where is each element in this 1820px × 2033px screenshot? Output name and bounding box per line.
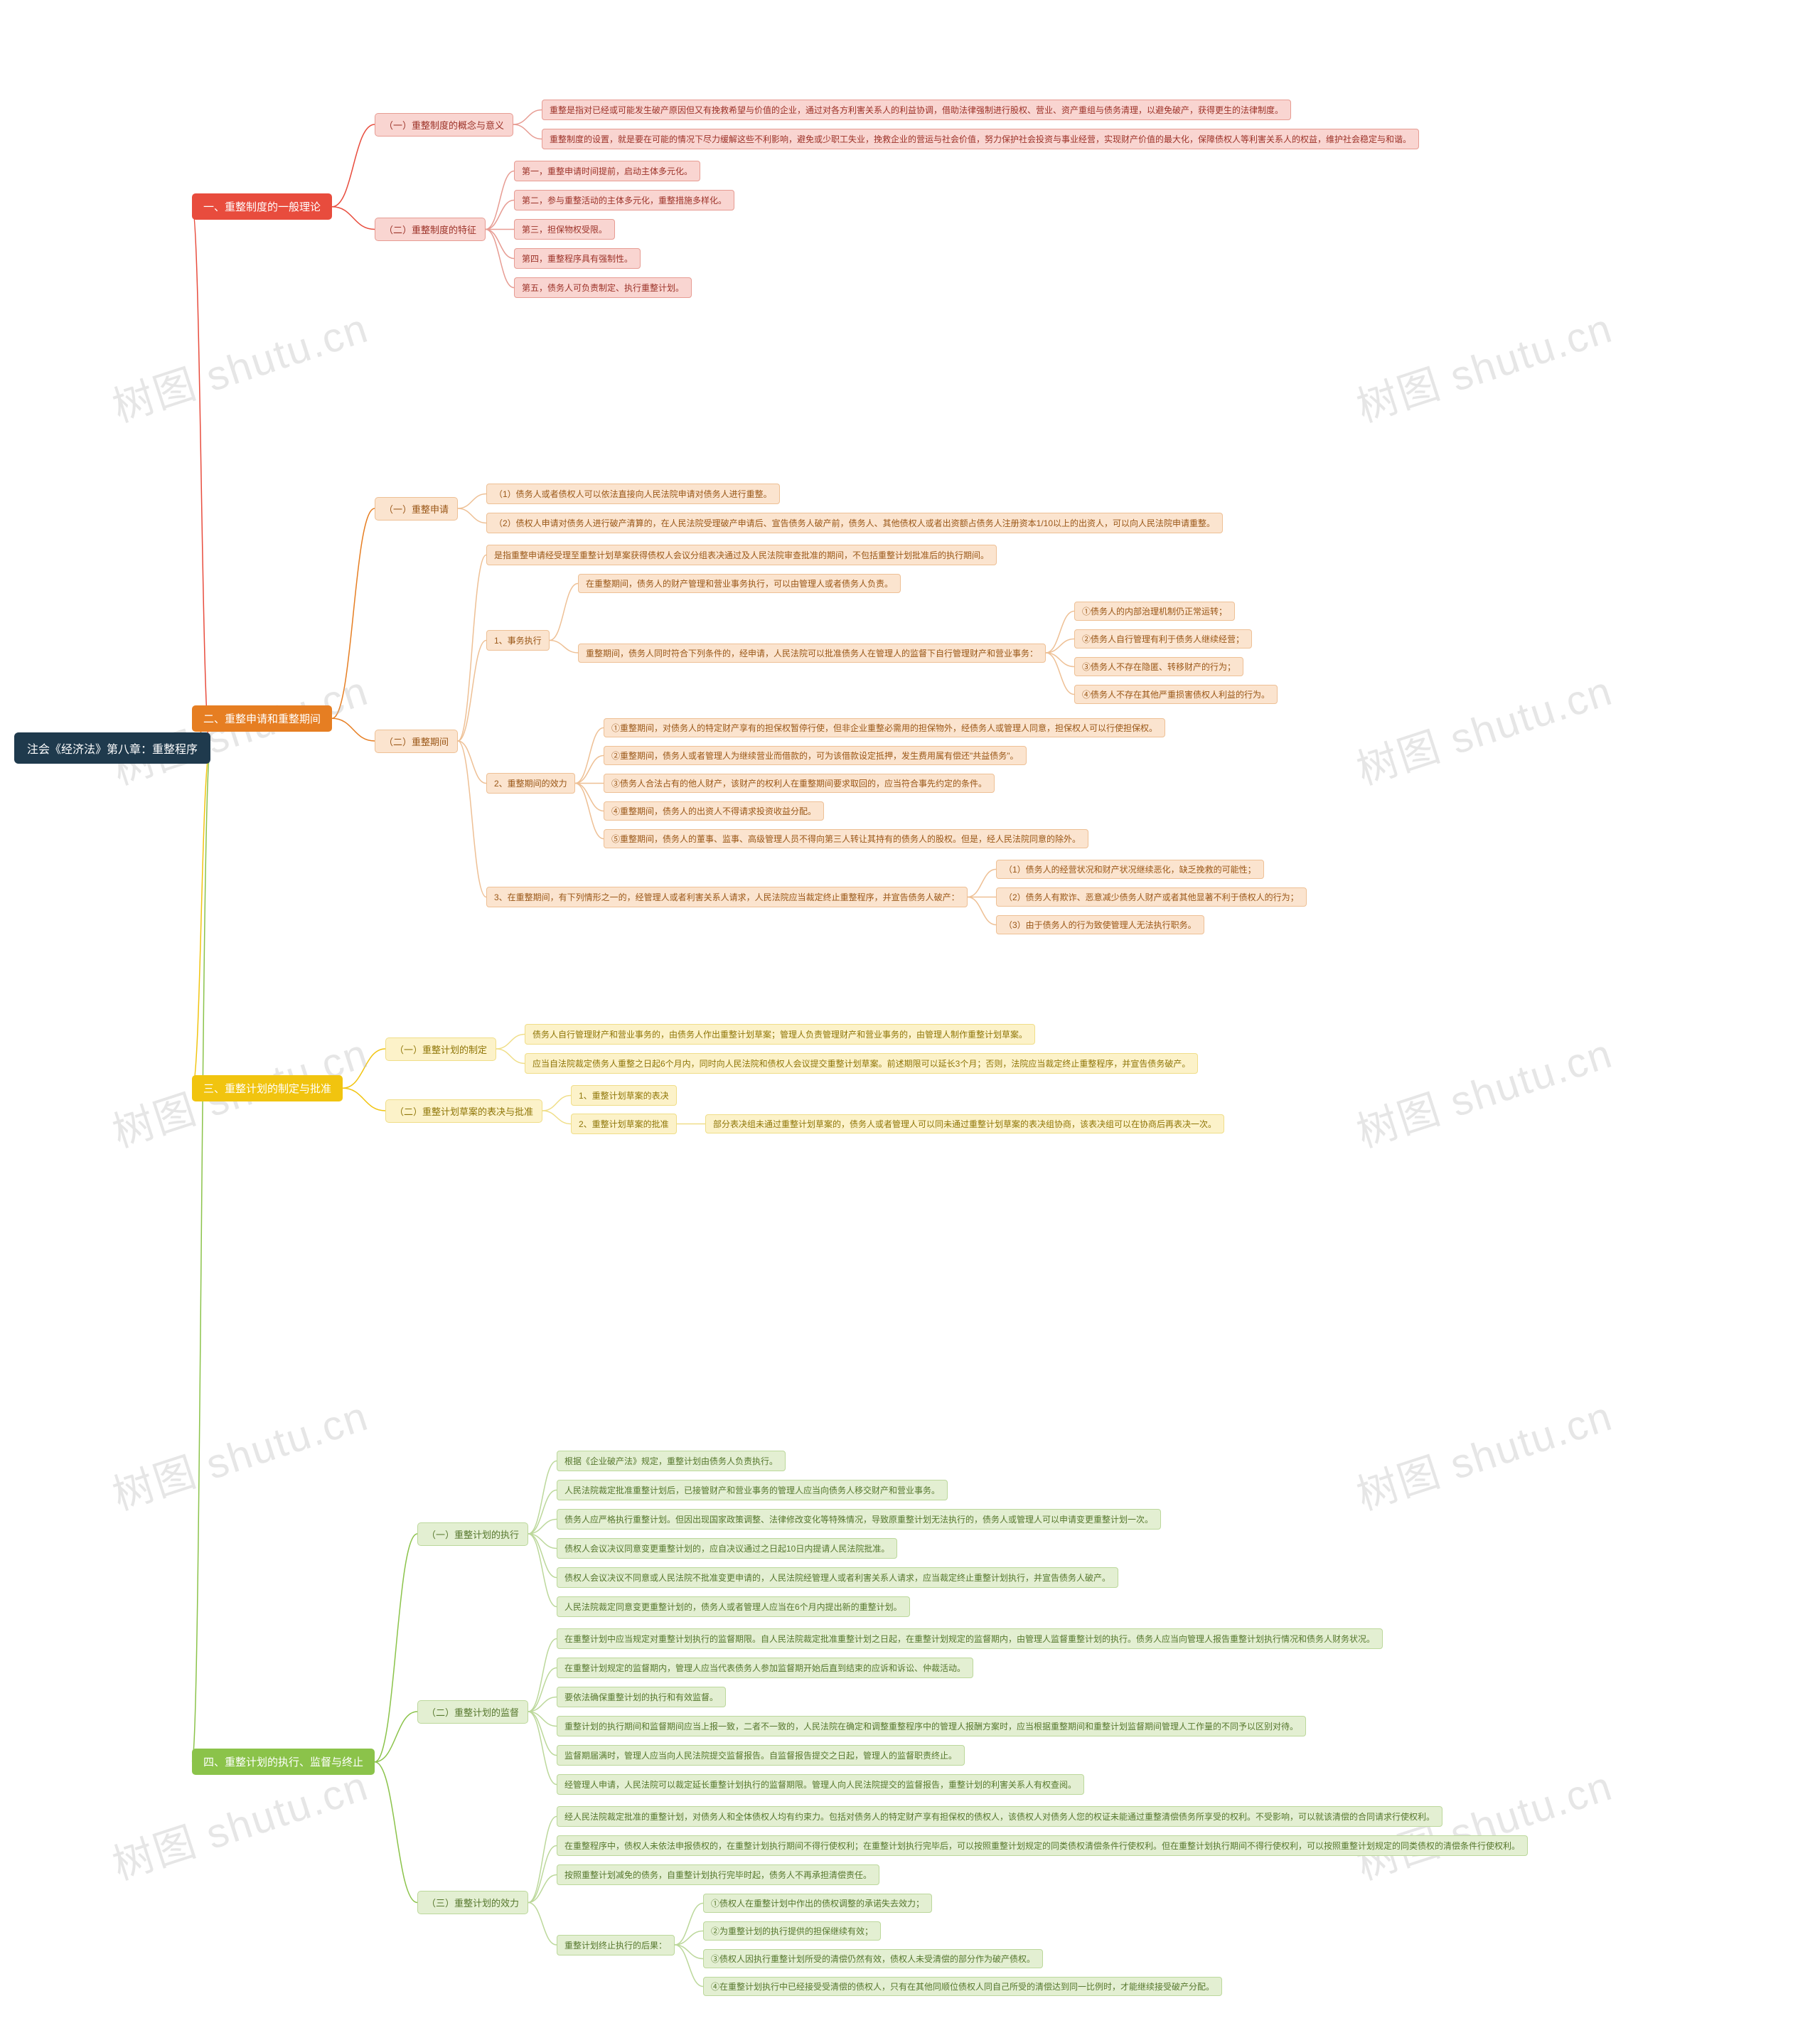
mindmap-node: 注会《经济法》第八章：重整程序 [14,732,210,764]
mindmap-node: （3）由于债务人的行为致使管理人无法执行职务。 [996,915,1204,934]
mindmap-node: 第四，重整程序具有强制性。 [514,248,641,269]
mindmap-node: 债务人应严格执行重整计划。但因出现国家政策调整、法律修改变化等特殊情况，导致原重… [557,1509,1161,1530]
mindmap-node: （二）重整制度的特征 [375,218,486,241]
mindmap-node: ③债务人不存在隐匿、转移财产的行为； [1074,657,1243,676]
mindmap-node: （2）债务人有欺诈、恶意减少债务人财产或者其他显著不利于债权人的行为； [996,887,1307,907]
mindmap-node: （二）重整计划草案的表决与批准 [385,1099,542,1123]
mindmap-node: 在重整计划规定的监督期内，管理人应当代表债务人参加监督期开始后直到结束的应诉和诉… [557,1658,973,1678]
mindmap-node: 重整计划终止执行的后果： [557,1935,675,1955]
mindmap-node: 应当自法院裁定债务人重整之日起6个月内，同时向人民法院和债权人会议提交重整计划草… [525,1053,1198,1074]
mindmap-node: ②重整期间，债务人或者管理人为继续营业而借款的，可为该借款设定抵押，发生费用属有… [604,746,1027,765]
mindmap-node: 按照重整计划减免的债务，自重整计划执行完毕时起，债务人不再承担清偿责任。 [557,1864,879,1885]
mindmap-node: 1、事务执行 [486,630,550,651]
mindmap-node: ②债务人自行管理有利于债务人继续经营； [1074,629,1252,649]
mindmap-node: 人民法院裁定同意变更重整计划的，债务人或者管理人应当在6个月内提出新的重整计划。 [557,1596,910,1617]
mindmap-node: 重整计划的执行期间和监督期间应当上报一致，二者不一致的，人民法院在确定和调整重整… [557,1716,1306,1736]
mindmap-node: 债权人会议决议不同意或人民法院不批准变更申请的，人民法院经管理人或者利害关系人请… [557,1567,1118,1588]
mindmap-node: （1）债务人的经营状况和财产状况继续恶化，缺乏挽救的可能性； [996,860,1264,879]
mindmap-node: 第五，债务人可负责制定、执行重整计划。 [514,277,692,298]
mindmap-node: （二）重整期间 [375,730,458,753]
mindmap-node: 在重整计划中应当规定对重整计划执行的监督期限。自人民法院裁定批准重整计划之日起，… [557,1628,1383,1649]
mindmap-node: 重整制度的设置，就是要在可能的情况下尽力缓解这些不利影响，避免或少职工失业，挽救… [542,129,1419,149]
mindmap-node: ④重整期间，债务人的出资人不得请求投资收益分配。 [604,801,824,821]
mindmap-node: 三、重整计划的制定与批准 [192,1075,343,1101]
mindmap-node: 要依法确保重整计划的执行和有效监督。 [557,1687,726,1707]
mindmap-node: 是指重整申请经受理至重整计划草案获得债权人会议分组表决通过及人民法院审查批准的期… [486,545,997,565]
mindmap-node: 在重整期间，债务人的财产管理和营业事务执行，可以由管理人或者债务人负责。 [578,574,901,593]
mindmap-node: （一）重整计划的执行 [417,1522,528,1546]
mindmap-node: 2、重整计划草案的批准 [571,1114,677,1134]
mindmap-node: 重整是指对已经或可能发生破产原因但又有挽救希望与价值的企业，通过对各方利害关系人… [542,100,1291,120]
mindmap-node: 一、重整制度的一般理论 [192,193,332,220]
mindmap-node: 债权人会议决议同意变更重整计划的，应自决议通过之日起10日内提请人民法院批准。 [557,1538,897,1559]
mindmap-node: 根据《企业破产法》规定，重整计划由债务人负责执行。 [557,1451,786,1471]
mindmap-node: 人民法院裁定批准重整计划后，已接管财产和营业事务的管理人应当向债务人移交财产和营… [557,1480,948,1500]
mindmap-node: 重整期间，债务人同时符合下列条件的，经申请，人民法院可以批准债务人在管理人的监督… [578,644,1046,663]
mindmap-node: 2、重整期间的效力 [486,773,575,794]
mindmap-node: （三）重整计划的效力 [417,1891,528,1914]
mindmap-node: 经人民法院裁定批准的重整计划，对债务人和全体债权人均有约束力。包括对债务人的特定… [557,1806,1442,1827]
mindmap-node: ③债务人合法占有的他人财产，该财产的权利人在重整期间要求取回的，应当符合事先约定… [604,774,995,793]
mindmap-node: 债务人自行管理财产和营业事务的，由债务人作出重整计划草案；管理人负责管理财产和营… [525,1024,1035,1045]
mindmap-node: ④在重整计划执行中已经接受受清偿的债权人，只有在其他同顺位债权人同自己所受的清偿… [703,1977,1222,1996]
mindmap-node: 四、重整计划的执行、监督与终止 [192,1749,375,1775]
mindmap-node: 第二，参与重整活动的主体多元化，重整措施多样化。 [514,190,734,210]
mindmap-node: ①债务人的内部治理机制仍正常运转； [1074,602,1235,621]
mindmap-node: 部分表决组未通过重整计划草案的，债务人或者管理人可以同未通过重整计划草案的表决组… [705,1114,1224,1133]
mindmap-node: ③债权人因执行重整计划所受的清偿仍然有效，债权人未受清偿的部分作为破产债权。 [703,1949,1043,1968]
mindmap-node: 在重整程序中，债权人未依法申报债权的，在重整计划执行期间不得行使权利；在重整计划… [557,1835,1528,1856]
mindmap-node: 1、重整计划草案的表决 [571,1085,677,1106]
mindmap-node: 二、重整申请和重整期间 [192,705,332,732]
mindmap-node: 监督期届满时，管理人应当向人民法院提交监督报告。自监督报告提交之日起，管理人的监… [557,1745,965,1766]
mindmap-node: 经管理人申请，人民法院可以裁定延长重整计划执行的监督期限。管理人向人民法院提交的… [557,1774,1084,1795]
mindmap-node: （1）债务人或者债权人可以依法直接向人民法院申请对债务人进行重整。 [486,484,780,504]
mindmap-node: （一）重整制度的概念与意义 [375,113,513,137]
mindmap-node: ②为重整计划的执行提供的担保继续有效； [703,1921,881,1941]
mindmap-node: 第三，担保物权受限。 [514,219,615,240]
mindmap-node: 3、在重整期间，有下列情形之一的，经管理人或者利害关系人请求，人民法院应当裁定终… [486,887,968,907]
mindmap-node: ④债务人不存在其他严重损害债权人利益的行为。 [1074,685,1278,704]
mindmap-node: （二）重整计划的监督 [417,1700,528,1724]
mindmap-node: ①债权人在重整计划中作出的债权调整的承诺失去效力； [703,1894,932,1913]
mindmap-node: （一）重整申请 [375,497,458,521]
mindmap-node: （一）重整计划的制定 [385,1037,496,1061]
mindmap-node: （2）债权人申请对债务人进行破产清算的，在人民法院受理破产申请后、宣告债务人破产… [486,513,1223,533]
mindmap-node: ⑤重整期间，债务人的董事、监事、高级管理人员不得向第三人转让其持有的债务人的股权… [604,829,1088,848]
mindmap-node: ①重整期间，对债务人的特定财产享有的担保权暂停行使，但非企业重整必需用的担保物外… [604,718,1165,737]
mindmap-node: 第一，重整申请时间提前，启动主体多元化。 [514,161,700,181]
